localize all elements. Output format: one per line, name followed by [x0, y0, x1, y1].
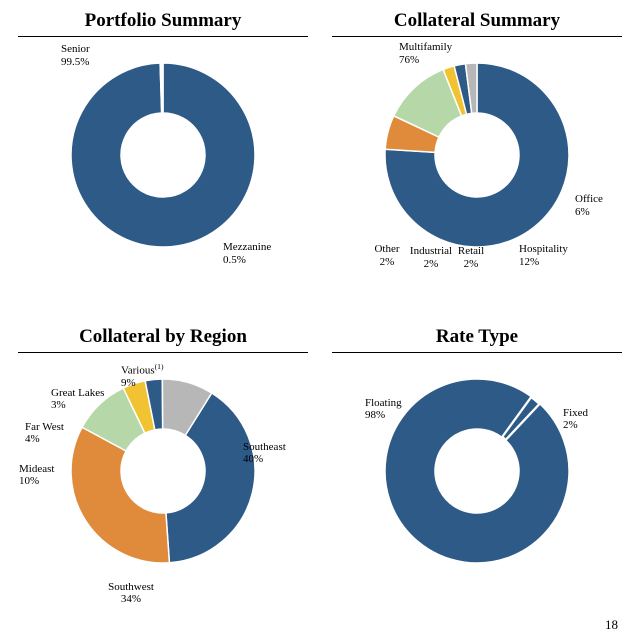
collateral-label-industrial: Industrial2% [410, 245, 452, 270]
region-label-great-lakes: Great Lakes3% [51, 387, 104, 412]
region-panel: Collateral by Region Southeast40%Southwe… [18, 326, 308, 632]
rate-title: Rate Type [332, 326, 622, 348]
portfolio-summary-panel: Portfolio Summary Senior99.5% Mezzanine0.… [18, 10, 308, 316]
collateral-label-retail: Retail2% [458, 245, 484, 270]
rate-label-floating: Floating98% [365, 397, 402, 422]
collateral-rule [332, 36, 622, 37]
collateral-label-hospitality: Hospitality12% [519, 243, 568, 268]
rate-donut [337, 359, 617, 599]
portfolio-label-senior: Senior99.5% [61, 43, 90, 68]
collateral-label-other: Other2% [374, 243, 399, 268]
rate-chart: Fixed2% Floating98% [332, 359, 622, 599]
rate-rule [332, 352, 622, 353]
region-label-various: Various(1)9% [121, 363, 164, 390]
region-chart: Southeast40%Southwest34%Mideast10%Far We… [18, 359, 308, 599]
portfolio-title: Portfolio Summary [18, 10, 308, 32]
region-label-southeast: Southeast40% [243, 441, 286, 466]
collateral-summary-panel: Collateral Summary Multifamily76% Office6… [332, 10, 622, 316]
region-label-southwest: Southwest34% [108, 581, 154, 606]
rate-slice-floating [385, 378, 569, 562]
portfolio-label-mezzanine: Mezzanine0.5% [223, 241, 271, 266]
rate-label-fixed: Fixed2% [563, 407, 588, 432]
portfolio-rule [18, 36, 308, 37]
rate-panel: Rate Type Fixed2% Floating98% [332, 326, 622, 632]
region-label-mideast: Mideast10% [19, 463, 54, 488]
collateral-label-multifamily: Multifamily76% [399, 41, 452, 66]
region-title: Collateral by Region [18, 326, 308, 348]
collateral-label-office: Office6% [575, 193, 603, 218]
collateral-chart: Multifamily76% Office6% Hospitality12% Reta… [332, 43, 622, 283]
collateral-title: Collateral Summary [332, 10, 622, 32]
page-number: 18 [605, 617, 618, 633]
portfolio-chart: Senior99.5% Mezzanine0.5% [18, 43, 308, 283]
region-label-far-west: Far West4% [25, 421, 64, 446]
region-rule [18, 352, 308, 353]
